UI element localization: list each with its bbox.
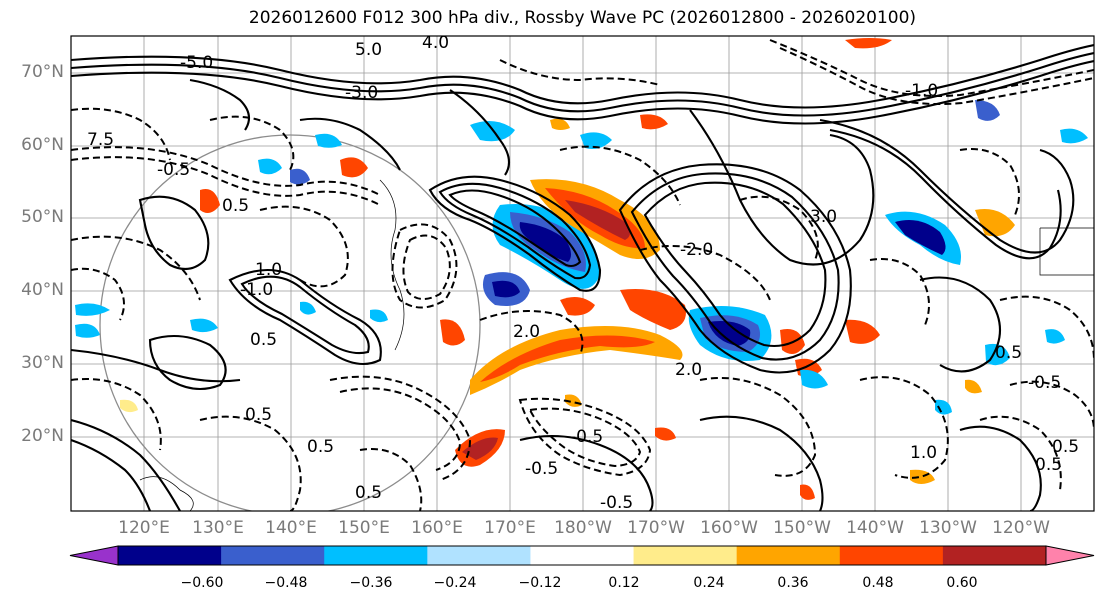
- contour-label: 3.0: [810, 207, 837, 227]
- lon-label: 170°E: [484, 518, 536, 538]
- lat-label: 70°N: [21, 62, 64, 82]
- positive-contours: [71, 43, 1094, 511]
- contour-label: 0.5: [1052, 437, 1079, 457]
- contour-label: 2.0: [513, 322, 540, 342]
- contour-label: -1.0: [240, 280, 273, 300]
- lon-label: 170°W: [627, 518, 685, 538]
- contour-label: 0.5: [250, 330, 277, 350]
- lon-label: 160°E: [411, 518, 463, 538]
- contour-label: -0.5: [525, 459, 558, 479]
- contour-label: -0.5: [1028, 373, 1061, 393]
- colorbar-tick-label: −0.24: [433, 575, 477, 591]
- contour-label: 0.5: [222, 196, 249, 216]
- contour-label: 0.5: [355, 483, 382, 503]
- negative-contours: [71, 39, 1094, 511]
- plot-frame: [70, 35, 1095, 512]
- contour-label: 0.5: [245, 405, 272, 425]
- lat-label: 20°N: [21, 426, 64, 446]
- lat-label: 40°N: [21, 280, 64, 300]
- colorbar-tick-label: −0.12: [518, 575, 562, 591]
- lon-label: 130°W: [919, 518, 977, 538]
- graticule: [71, 36, 1094, 511]
- contour-label: 4.0: [422, 33, 449, 53]
- contour-label: 0.5: [1035, 455, 1062, 475]
- colorbar-tick-label: −0.36: [349, 575, 393, 591]
- lat-label: 50°N: [21, 207, 64, 227]
- contour-label: -0.5: [570, 427, 603, 447]
- lon-label: 130°E: [192, 518, 244, 538]
- contour-label: 0.5: [995, 343, 1022, 363]
- contour-label: -1.0: [905, 81, 938, 101]
- colorbar-tick-label: 0.60: [946, 575, 978, 591]
- colorbar-tick-label: 0.24: [693, 575, 725, 591]
- lon-label: 160°W: [700, 518, 758, 538]
- contour-label: -5.0: [180, 53, 213, 73]
- contour-label: -0.5: [600, 493, 633, 513]
- colorbar-tick-label: −0.48: [264, 575, 308, 591]
- chart-title: 2026012600 F012 300 hPa div., Rossby Wav…: [248, 8, 917, 28]
- colorbar-tick-label: 0.12: [608, 575, 640, 591]
- colorbar-tick-label: 0.36: [777, 575, 809, 591]
- reference-circle: [99, 134, 481, 511]
- lon-label: 140°E: [265, 518, 317, 538]
- lon-label: 150°W: [773, 518, 831, 538]
- lon-label: 120°W: [992, 518, 1050, 538]
- contour-label: 0.5: [307, 437, 334, 457]
- colorbar-tick-label: −0.60: [180, 575, 224, 591]
- contour-label: -0.5: [157, 160, 190, 180]
- contour-label: 1.0: [910, 443, 937, 463]
- contour-label: 1.0: [255, 260, 282, 280]
- lat-label: 30°N: [21, 353, 64, 373]
- contour-labels: 0.5 -0.5 1.0 0.5 5.0 4.0 -3.0 7.5 -5.0 -…: [87, 33, 1079, 513]
- lon-label: 150°E: [338, 518, 390, 538]
- colorbar-tick-label: 0.48: [862, 575, 894, 591]
- contour-label: -2.0: [680, 240, 713, 260]
- lat-label: 60°N: [21, 135, 64, 155]
- contour-label: -3.0: [345, 83, 378, 103]
- lon-label: 140°W: [846, 518, 904, 538]
- contour-label: 2.0: [675, 360, 702, 380]
- lon-label: 120°E: [118, 518, 170, 538]
- contour-label: 5.0: [355, 40, 382, 60]
- contour-label: 7.5: [87, 130, 114, 150]
- lon-label: 180°W: [554, 518, 612, 538]
